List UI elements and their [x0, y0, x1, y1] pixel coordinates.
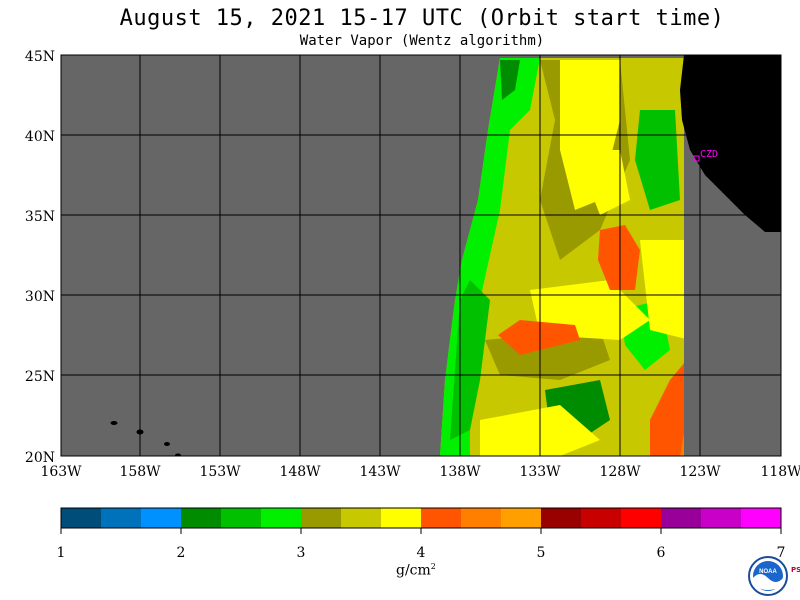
colorbar-swatch — [701, 508, 741, 528]
colorbar-swatch — [661, 508, 701, 528]
lat-label: 30N — [25, 289, 55, 305]
lon-label: 123W — [679, 464, 721, 480]
colorbar-swatch — [221, 508, 261, 528]
hawaii-island-1 — [110, 421, 118, 425]
colorbar-swatch — [501, 508, 541, 528]
colorbar-swatch — [301, 508, 341, 528]
colorbar-swatch — [61, 508, 101, 528]
station-label: CZD — [700, 149, 718, 160]
colorbar-swatch — [341, 508, 381, 528]
svg-text:NOAA: NOAA — [759, 569, 777, 575]
colorbar-tick-label: 5 — [537, 545, 546, 561]
lon-label: 138W — [439, 464, 481, 480]
lon-label: 133W — [519, 464, 561, 480]
land-north-america — [680, 55, 781, 232]
lon-label: 158W — [119, 464, 161, 480]
colorbar-tick-label: 1 — [57, 545, 66, 561]
colorbar-swatch — [181, 508, 221, 528]
colorbar-swatch — [621, 508, 661, 528]
map-frame — [60, 54, 782, 457]
lon-label: 163W — [40, 464, 82, 480]
lat-label: 35N — [25, 209, 55, 225]
colorbar-swatch — [421, 508, 461, 528]
colorbar-swatch — [461, 508, 501, 528]
colorbar-swatch — [261, 508, 301, 528]
orange-southeast — [650, 285, 684, 456]
colorbar-swatch — [381, 508, 421, 528]
lon-label: 143W — [359, 464, 401, 480]
orange-central — [598, 225, 640, 290]
map-subtitle: Water Vapor (Wentz algorithm) — [299, 33, 545, 49]
lon-label: 118W — [760, 464, 800, 480]
lat-label: 40N — [25, 129, 55, 145]
yellow-east — [640, 240, 684, 340]
colorbar-tick-label: 3 — [297, 545, 306, 561]
colorbar-tick-label: 2 — [177, 545, 186, 561]
lat-label: 20N — [25, 450, 55, 466]
map-title: August 15, 2021 15-17 UTC (Orbit start t… — [119, 6, 725, 31]
colorbar-tick-label: 4 — [417, 545, 426, 561]
colorbar-swatch — [101, 508, 141, 528]
lon-label: 153W — [199, 464, 241, 480]
colorbar-tick-label: 6 — [657, 545, 666, 561]
station-marker — [693, 155, 700, 162]
dark-green-north — [500, 60, 520, 100]
noaa-logo: NOAA — [748, 556, 788, 596]
lat-label: 25N — [25, 369, 55, 385]
hawaii-island-3 — [164, 442, 170, 446]
lon-label: 128W — [599, 464, 641, 480]
lat-label: 45N — [25, 49, 55, 65]
colorbar-swatch — [741, 508, 781, 528]
orange-band — [498, 320, 580, 355]
colorbar-swatch — [141, 508, 181, 528]
yellow-core — [575, 150, 630, 215]
colorbar-tick-label: 7 — [777, 545, 786, 561]
colorbar-units: g/cm2 — [396, 562, 436, 579]
colorbar-swatch — [541, 508, 581, 528]
psl-label: PSL — [791, 566, 800, 574]
colorbar-swatch — [581, 508, 621, 528]
lon-label: 148W — [279, 464, 321, 480]
